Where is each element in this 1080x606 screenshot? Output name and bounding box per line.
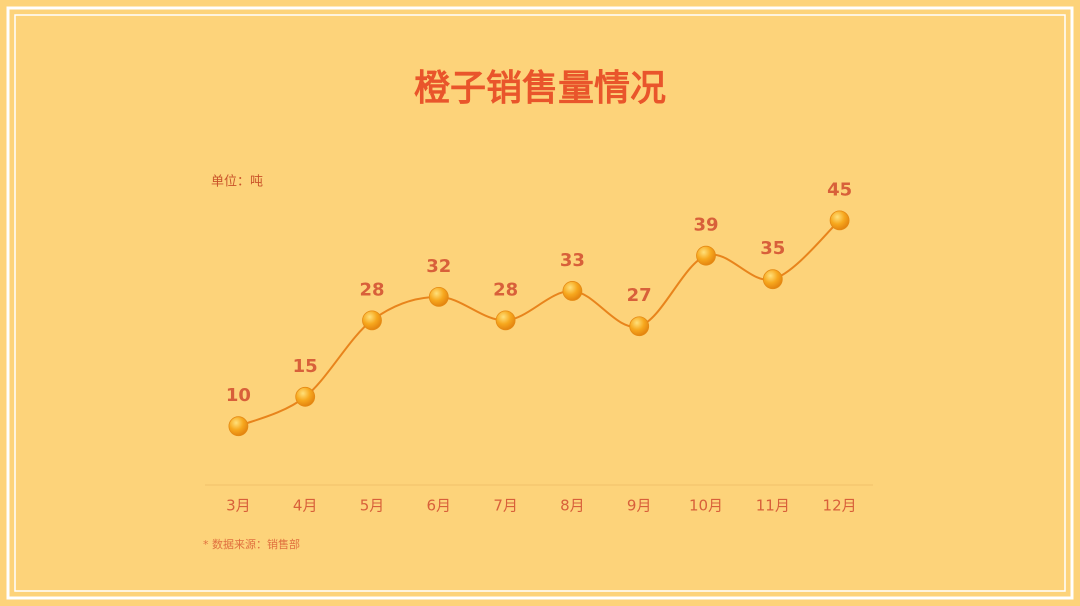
data-label: 15 [293,356,318,377]
x-tick-label: 12月 [823,497,857,515]
x-tick-label: 8月 [560,497,585,515]
data-label: 39 [693,215,718,236]
point [829,210,850,231]
x-tick-label: 4月 [293,497,318,515]
data-label: 45 [827,179,852,200]
data-label: 33 [560,250,585,271]
source-note: * 数据来源：销售部 [203,537,300,551]
point [295,386,316,407]
x-tick-label: 9月 [627,497,652,515]
data-label: 28 [359,279,384,300]
point [562,281,583,301]
data-label: 27 [627,285,652,306]
chart-title: 橙子销售量情况 [414,68,666,109]
point [228,416,249,437]
point [495,310,516,331]
x-tick-label: 11月 [756,497,790,515]
x-tick-label: 5月 [360,497,385,515]
outer-frame [6,6,1074,600]
data-label: 32 [426,256,451,277]
x-tick-label: 10月 [689,497,723,515]
point [762,269,783,290]
point [362,310,382,331]
point [629,316,650,337]
data-label: 10 [226,385,251,406]
point [696,245,716,266]
unit-label: 单位：吨 [211,175,263,190]
line [237,219,841,428]
x-tick-label: 6月 [427,497,452,515]
point [428,286,449,307]
data-label: 35 [760,238,785,259]
inner-frame [14,14,1066,592]
x-tick-label: 7月 [493,497,518,515]
x-tick-label: 3月 [226,497,251,515]
data-label: 28 [493,279,518,300]
